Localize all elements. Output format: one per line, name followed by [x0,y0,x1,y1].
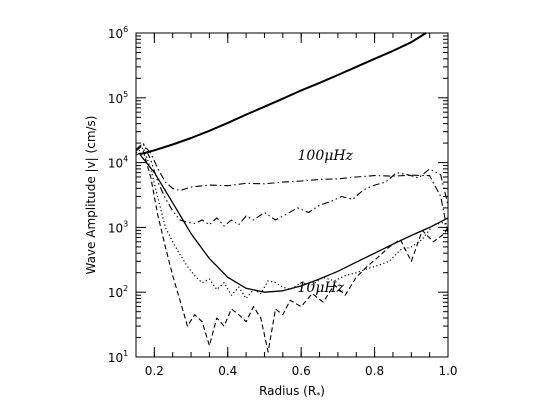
x-axis-title-sub: * [316,391,320,400]
x-axis-title-tail: ) [320,384,325,398]
y-tick-label: 101 [108,349,128,365]
x-tick-label: 0.2 [145,364,164,378]
x-tick-label: 1.0 [438,364,457,378]
x-axis-title: Radius (R*) [259,384,325,400]
x-tick-label: 0.4 [218,364,237,378]
series-layer [135,32,449,353]
y-tick-label: 103 [108,219,128,235]
x-axis-title-main: Radius (R [259,384,316,398]
y-tick-label: 106 [108,25,128,41]
y-axis-title: Wave Amplitude |v| (cm/s) [84,115,98,274]
annotation-label: 10μHz [298,280,345,296]
series-line-solid-thick [139,32,427,156]
annotations: 100μHz 10μHz [298,148,354,296]
series-line-dotted [135,147,449,300]
y-tick-label: 102 [108,284,128,300]
y-tick-label: 105 [108,90,128,106]
series-line-dash-dot-dot [135,142,449,227]
plot-frame [135,32,449,358]
ticks-layer: 0.2 0.4 0.6 0.8 1.0 101 102 103 104 105 106 [108,25,458,378]
y-tick-label: 104 [108,155,128,171]
series-line-solid [139,153,449,293]
series-line-dash-dot [135,143,449,234]
x-tick-label: 0.6 [292,364,311,378]
x-tick-label: 0.8 [365,364,384,378]
series-line-dashed [135,150,449,353]
annotation-label: 100μHz [298,148,354,164]
